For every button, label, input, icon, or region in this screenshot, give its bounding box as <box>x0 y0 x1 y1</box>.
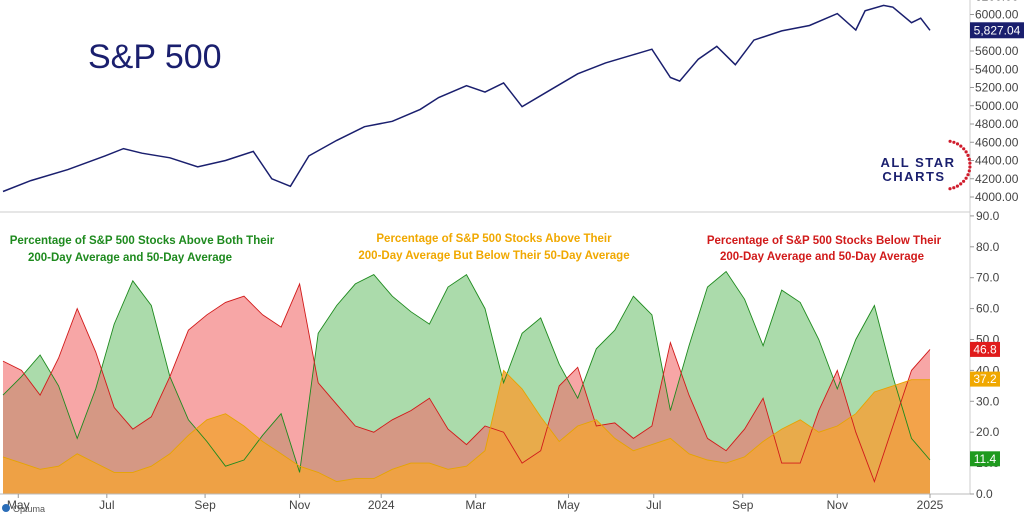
x-axis: May Jul Sep Nov 2024 Mar May Jul Sep Nov 2025 <box>0 493 970 512</box>
logo-star <box>952 140 956 144</box>
price-last-value-box <box>970 22 1024 39</box>
breadth-tick-label: 70.0 <box>976 271 1000 285</box>
breadth-tick-label: 60.0 <box>976 302 1000 316</box>
logo-star <box>964 176 968 180</box>
price-last-value-badge: 5,827.04 <box>970 22 1024 39</box>
logo-star <box>948 187 952 191</box>
optuma-logo-icon <box>2 504 10 512</box>
price-tick-label: 6200.00 <box>975 0 1019 3</box>
logo-star <box>948 139 952 143</box>
price-last-value-label: 5,827.04 <box>974 23 1021 37</box>
logo-star <box>959 144 963 148</box>
logo-stars-arc <box>948 139 972 191</box>
x-tick-label: Jul <box>99 498 114 512</box>
logo-star <box>967 157 971 161</box>
price-chart-title: S&P 500 <box>88 38 222 76</box>
breadth-tick-label: 30.0 <box>976 394 1000 408</box>
price-tick-label: 4200.00 <box>975 172 1019 186</box>
price-tick-label: 4000.00 <box>975 190 1019 204</box>
logo-star <box>962 147 966 151</box>
price-tick-label: 5000.00 <box>975 99 1019 113</box>
badge-below-both-label: 46.8 <box>973 342 997 356</box>
x-tick-label: Mar <box>465 498 486 512</box>
x-tick-label: 2024 <box>368 498 395 512</box>
price-tick-label: 4600.00 <box>975 135 1019 149</box>
price-tick-label: 4400.00 <box>975 154 1019 168</box>
annotation-above-both: Percentage of S&P 500 Stocks Above Both … <box>10 235 275 264</box>
logo-star <box>968 161 972 165</box>
last-value-badge-below-both: 46.8 <box>970 341 1000 357</box>
logo-text-line2: CHARTS <box>882 169 945 184</box>
badge-below-both-box <box>970 341 1000 357</box>
annotation-orange-line2: 200-Day Average But Below Their 50-Day A… <box>358 250 629 262</box>
price-tick-label: 5400.00 <box>975 62 1019 76</box>
all-star-charts-logo: ALL STAR CHARTS <box>880 139 972 191</box>
x-tick-label: Sep <box>732 498 754 512</box>
line-above-both <box>2 270 931 473</box>
breadth-tick-label: 20.0 <box>976 425 1000 439</box>
line-above-200-below-50 <box>2 369 930 483</box>
optuma-watermark: Optuma <box>2 504 45 514</box>
breadth-tick-label: 0.0 <box>976 487 993 501</box>
badge-orange-box <box>970 371 1000 387</box>
line-below-both <box>2 282 931 483</box>
logo-star <box>955 142 960 146</box>
last-value-badge-above-both: 11.4 <box>970 451 1000 467</box>
breadth-tick-label: 80.0 <box>976 240 1000 254</box>
price-tick-label: 4800.00 <box>975 117 1019 131</box>
annotation-above-200-below-50: Percentage of S&P 500 Stocks Above Their… <box>358 233 629 262</box>
x-tick-label: Nov <box>827 498 848 512</box>
badge-above-both-label: 11.4 <box>974 452 997 466</box>
logo-star <box>967 169 971 173</box>
x-axis-ticks: May Jul Sep Nov 2024 Mar May Jul Sep Nov 2025 <box>7 494 944 512</box>
breadth-panel: 0.010.020.030.040.050.060.070.080.090.0 … <box>2 209 1000 501</box>
badge-orange-label: 37.2 <box>973 372 997 386</box>
last-value-badge-above-200-below-50: 37.2 <box>970 371 1000 387</box>
logo-star <box>955 184 960 188</box>
badge-above-both-box <box>970 451 1000 467</box>
logo-star <box>968 165 972 169</box>
x-tick-label: 2025 <box>917 498 944 512</box>
optuma-label: Optuma <box>13 504 45 514</box>
annotation-above-both-line2: 200-Day Average and 50-Day Average <box>28 252 232 264</box>
annotation-below-both: Percentage of S&P 500 Stocks Below Their… <box>707 235 942 263</box>
logo-star <box>966 153 970 157</box>
x-tick-label: Sep <box>194 498 216 512</box>
price-tick-label: 6000.00 <box>975 8 1019 22</box>
logo-star <box>966 173 970 177</box>
breadth-tick-label: 90.0 <box>976 209 1000 223</box>
logo-text-line1: ALL STAR <box>880 155 955 170</box>
annotation-below-both-line1: Percentage of S&P 500 Stocks Below Their <box>707 235 942 247</box>
logo-star <box>959 182 963 186</box>
price-tick-label: 5600.00 <box>975 44 1019 58</box>
price-tick-label: 5200.00 <box>975 81 1019 95</box>
logo-star <box>952 186 956 190</box>
x-tick-label: May <box>7 498 30 512</box>
annotation-below-both-line2: 200-Day Average and 50-Day Average <box>720 251 924 263</box>
logo-star <box>964 150 968 154</box>
sp500-price-line <box>2 4 931 193</box>
x-tick-label: May <box>557 498 580 512</box>
x-tick-label: Nov <box>289 498 310 512</box>
annotation-above-both-line1: Percentage of S&P 500 Stocks Above Both … <box>10 235 275 247</box>
price-panel: 4000.00 4200.00 4400.00 4600.00 4800.00 5000.… <box>0 0 1024 213</box>
annotation-orange-line1: Percentage of S&P 500 Stocks Above Their <box>376 233 612 245</box>
x-tick-label: Jul <box>646 498 661 512</box>
logo-star <box>962 179 966 183</box>
